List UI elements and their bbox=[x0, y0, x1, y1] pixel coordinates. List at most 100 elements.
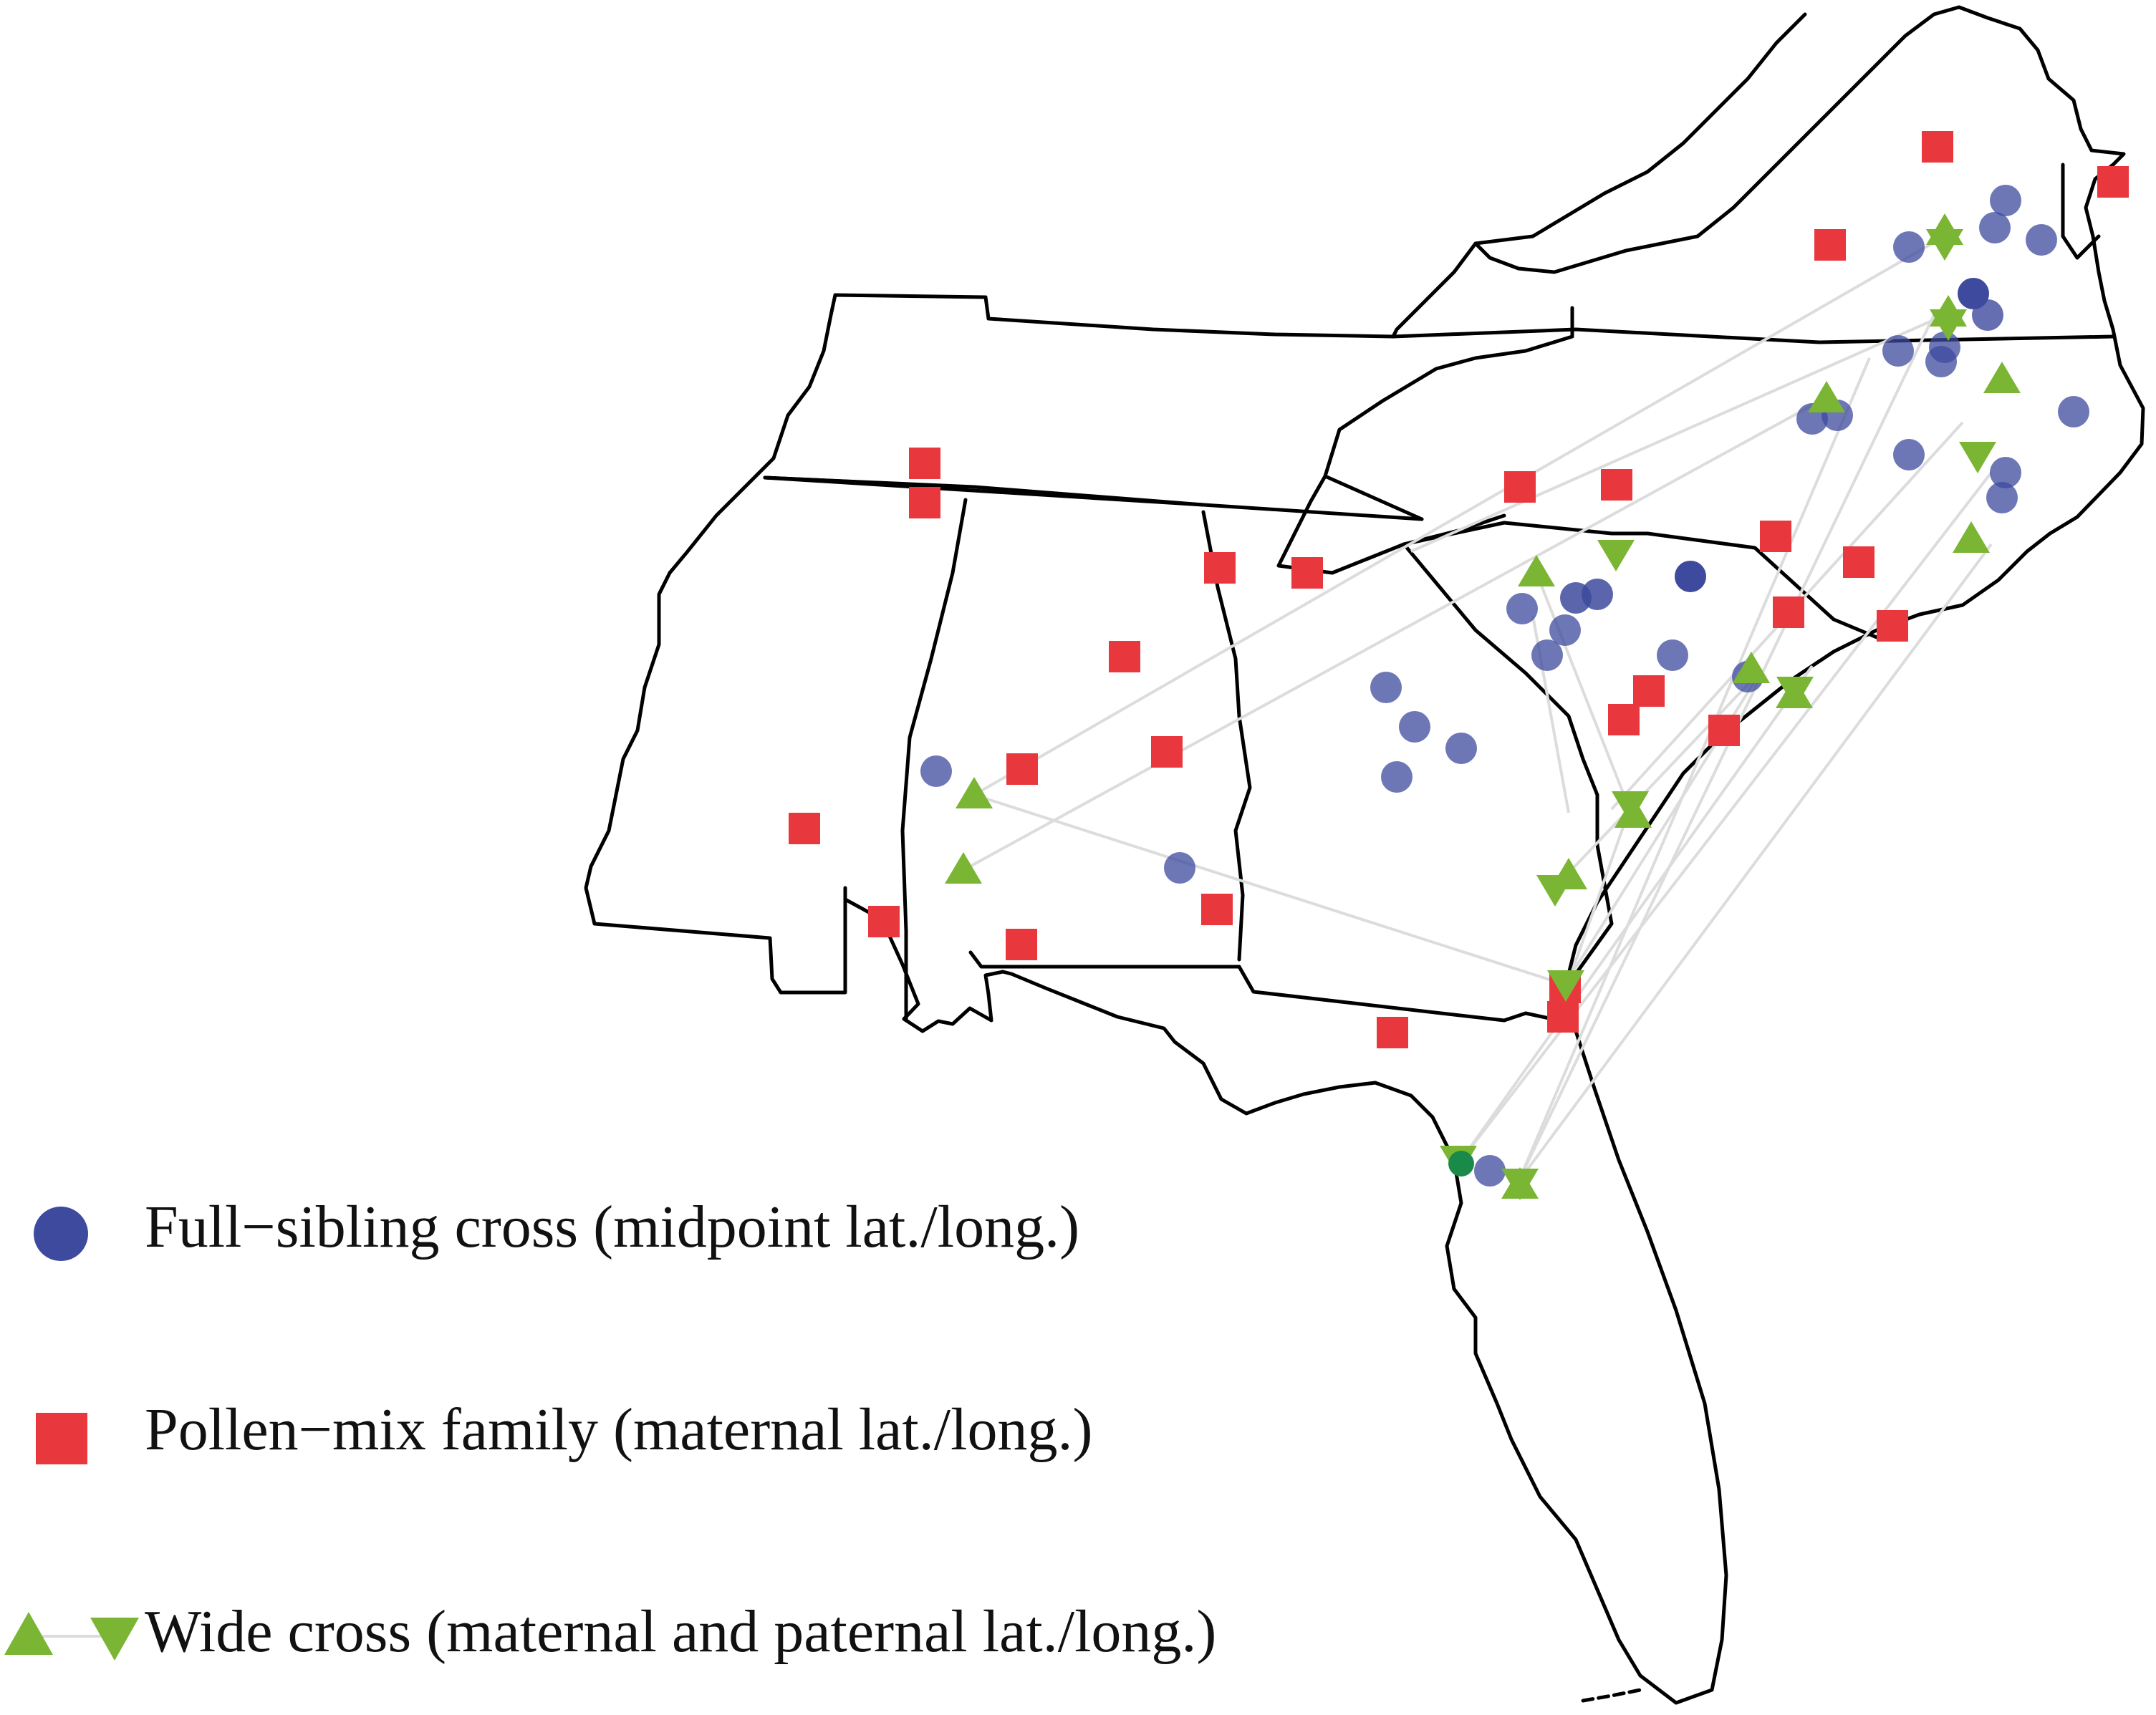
pollen-mix-marker bbox=[789, 813, 820, 844]
full-sibling-marker bbox=[1164, 852, 1195, 884]
pollen-mix-marker bbox=[1877, 610, 1908, 642]
wide-cross-maternal-marker bbox=[1808, 381, 1845, 412]
pollen-mix-marker bbox=[1291, 557, 1323, 589]
wide-cross-paternal-marker bbox=[1926, 229, 1963, 261]
wide-cross-markers bbox=[945, 213, 2021, 1200]
legend-pollen-mix: Pollen−mix family (maternal lat./long.) bbox=[0, 1391, 1433, 1477]
link-line bbox=[1517, 357, 1871, 1182]
pollen-mix-marker bbox=[1504, 471, 1536, 503]
full-sibling-markers bbox=[920, 185, 2089, 1187]
pollen-mix-marker bbox=[1843, 546, 1875, 578]
wide-cross-paternal-marker bbox=[1501, 1169, 1539, 1200]
full-sibling-marker bbox=[1399, 711, 1430, 743]
full-sibling-marker bbox=[1549, 614, 1581, 646]
link-line bbox=[1460, 665, 1814, 1161]
full-sibling-marker bbox=[1381, 761, 1413, 793]
delmarva-coast bbox=[2061, 163, 2101, 260]
link-line bbox=[1517, 314, 1935, 1182]
full-sibling-marker bbox=[1531, 639, 1563, 671]
pollen-mix-marker bbox=[1601, 469, 1632, 501]
pollen-mix-marker bbox=[1377, 1017, 1408, 1048]
pollen-mix-marker bbox=[1006, 753, 1038, 785]
wide-cross-maternal-marker bbox=[1614, 796, 1652, 828]
sc-ga-line bbox=[1402, 542, 1614, 976]
wide-cross-paternal-marker bbox=[1536, 875, 1574, 907]
pollen-mix-marker bbox=[1922, 131, 1953, 163]
wide-cross-maternal-marker bbox=[1518, 555, 1555, 586]
pollen-mix-marker bbox=[1109, 641, 1140, 672]
link-line bbox=[973, 235, 1945, 796]
pollen-mix-marker bbox=[1760, 521, 1791, 552]
wide-cross-links bbox=[963, 235, 1993, 1183]
full-sibling-marker bbox=[1925, 346, 1957, 377]
link-line bbox=[973, 793, 1566, 986]
va-wv-line bbox=[1473, 12, 1807, 246]
wide-cross-maternal-marker bbox=[1776, 677, 1813, 708]
full-sibling-marker bbox=[1979, 212, 2011, 243]
va-nc-line bbox=[1391, 327, 2115, 344]
pollen-mix-marker bbox=[909, 448, 940, 479]
triangle-up-down-marker-icon bbox=[4, 1612, 139, 1661]
legend-full-sibling: Full−sibling cross (midpoint lat./long.) bbox=[0, 1189, 1433, 1275]
full-sibling-marker bbox=[1893, 439, 1925, 470]
wide-cross-paternal-marker bbox=[1959, 442, 1996, 473]
ga-fl-line bbox=[1237, 965, 1578, 1026]
nc-sc-line bbox=[1402, 521, 1879, 639]
full-sibling-marker bbox=[1986, 482, 2018, 513]
pollen-mix-marker bbox=[1608, 704, 1640, 735]
pollen-mix-marker bbox=[1814, 229, 1846, 261]
full-sibling-marker bbox=[1893, 231, 1925, 263]
wide-cross-maternal-marker bbox=[1733, 652, 1770, 683]
wide-cross-maternal-marker bbox=[1983, 362, 2021, 393]
florida-keys bbox=[1581, 1688, 1642, 1703]
pollen-mix-marker bbox=[909, 487, 940, 518]
ky-va-line bbox=[1323, 306, 1574, 521]
wide-cross-paternal-marker bbox=[1547, 970, 1584, 1002]
ms-al-line bbox=[900, 498, 968, 1023]
legend-label-full-sibling: Full−sibling cross (midpoint lat./long.) bbox=[145, 1194, 1080, 1260]
pollen-mix-marker bbox=[1773, 596, 1804, 628]
full-sibling-marker bbox=[1657, 639, 1688, 671]
link-line bbox=[1517, 543, 1993, 1183]
full-sibling-marker bbox=[1972, 299, 2003, 331]
square-marker-icon bbox=[36, 1413, 87, 1464]
wide-cross-maternal-marker bbox=[945, 852, 982, 884]
full-sibling-marker bbox=[1582, 579, 1613, 610]
full-sibling-marker bbox=[1990, 185, 2021, 216]
full-sibling-marker bbox=[1445, 733, 1477, 764]
link-line bbox=[1460, 471, 1993, 1161]
pollen-mix-marker bbox=[1006, 929, 1037, 960]
legend-label-wide-cross: Wide cross (maternal and paternal lat./l… bbox=[145, 1598, 1217, 1665]
wide-cross-paternal-marker bbox=[1597, 540, 1635, 571]
wide-cross-paternal-marker bbox=[1930, 309, 1967, 341]
link-line bbox=[1535, 572, 1631, 810]
pollen-mix-marker bbox=[1201, 894, 1233, 925]
full-sibling-marker bbox=[1675, 561, 1706, 592]
outer-boundary bbox=[584, 5, 2145, 1705]
full-sibling-marker bbox=[1474, 1155, 1506, 1187]
full-sibling-marker bbox=[920, 755, 952, 787]
legend-label-pollen-mix: Pollen−mix family (maternal lat./long.) bbox=[145, 1396, 1093, 1463]
link-line bbox=[1410, 314, 1945, 553]
full-sibling-marker bbox=[1370, 672, 1402, 703]
link-line bbox=[1553, 668, 1763, 889]
full-sibling-marker bbox=[1990, 457, 2021, 488]
link-line bbox=[1567, 808, 1631, 982]
pollen-mix-marker bbox=[1708, 715, 1740, 746]
wide-cross-overlap-marker bbox=[1448, 1151, 1474, 1177]
state-borders bbox=[584, 5, 2145, 1705]
full-sibling-marker bbox=[1506, 593, 1538, 624]
full-sibling-marker bbox=[2026, 224, 2057, 256]
pollen-mix-marker bbox=[1204, 552, 1236, 584]
link-line bbox=[963, 396, 1827, 871]
wide-cross-maternal-marker bbox=[956, 777, 993, 808]
wide-cross-maternal-marker bbox=[1953, 521, 1990, 553]
full-sibling-marker bbox=[1882, 335, 1914, 367]
pollen-mix-marker bbox=[2097, 166, 2129, 198]
legend-wide-cross: Wide cross (maternal and paternal lat./l… bbox=[0, 1593, 1433, 1679]
pollen-mix-marker bbox=[1633, 675, 1665, 707]
pollen-mix-markers bbox=[789, 131, 2129, 1048]
pollen-mix-marker bbox=[868, 906, 900, 937]
al-ga-line bbox=[1201, 510, 1252, 962]
